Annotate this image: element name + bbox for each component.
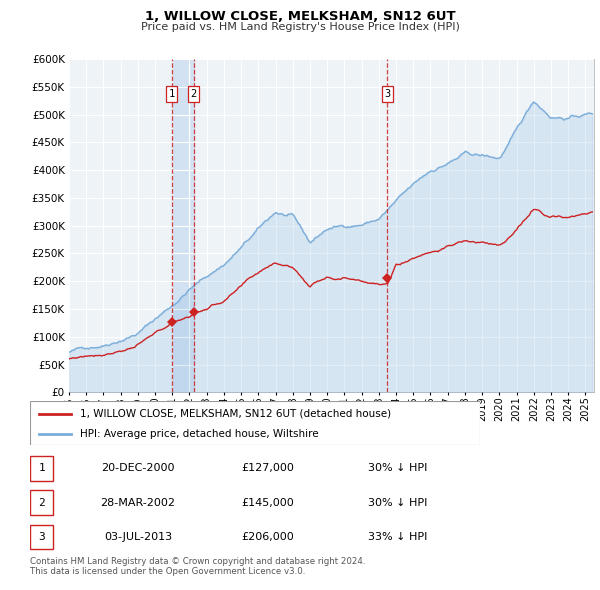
Text: 1: 1	[169, 89, 175, 99]
Text: 1, WILLOW CLOSE, MELKSHAM, SN12 6UT: 1, WILLOW CLOSE, MELKSHAM, SN12 6UT	[145, 10, 455, 23]
Text: 3: 3	[38, 532, 45, 542]
Text: 20-DEC-2000: 20-DEC-2000	[101, 464, 175, 473]
Text: 33% ↓ HPI: 33% ↓ HPI	[368, 532, 427, 542]
Bar	[172, 59, 194, 392]
Bar	[30, 456, 53, 481]
Text: 1, WILLOW CLOSE, MELKSHAM, SN12 6UT (detached house): 1, WILLOW CLOSE, MELKSHAM, SN12 6UT (det…	[79, 409, 391, 418]
Text: 30% ↓ HPI: 30% ↓ HPI	[368, 498, 427, 507]
Text: HPI: Average price, detached house, Wiltshire: HPI: Average price, detached house, Wilt…	[79, 430, 318, 440]
Text: 2: 2	[190, 89, 197, 99]
Text: 03-JUL-2013: 03-JUL-2013	[104, 532, 172, 542]
Text: £145,000: £145,000	[241, 498, 294, 507]
Text: £127,000: £127,000	[241, 464, 294, 473]
Text: 3: 3	[385, 89, 391, 99]
Text: Contains HM Land Registry data © Crown copyright and database right 2024.
This d: Contains HM Land Registry data © Crown c…	[30, 557, 365, 576]
Text: 2: 2	[38, 498, 45, 507]
Text: 1: 1	[38, 464, 45, 473]
Text: Price paid vs. HM Land Registry's House Price Index (HPI): Price paid vs. HM Land Registry's House …	[140, 22, 460, 32]
Text: 30% ↓ HPI: 30% ↓ HPI	[368, 464, 427, 473]
Text: 28-MAR-2002: 28-MAR-2002	[101, 498, 176, 507]
Bar	[30, 525, 53, 549]
Text: £206,000: £206,000	[241, 532, 294, 542]
Bar	[30, 490, 53, 515]
